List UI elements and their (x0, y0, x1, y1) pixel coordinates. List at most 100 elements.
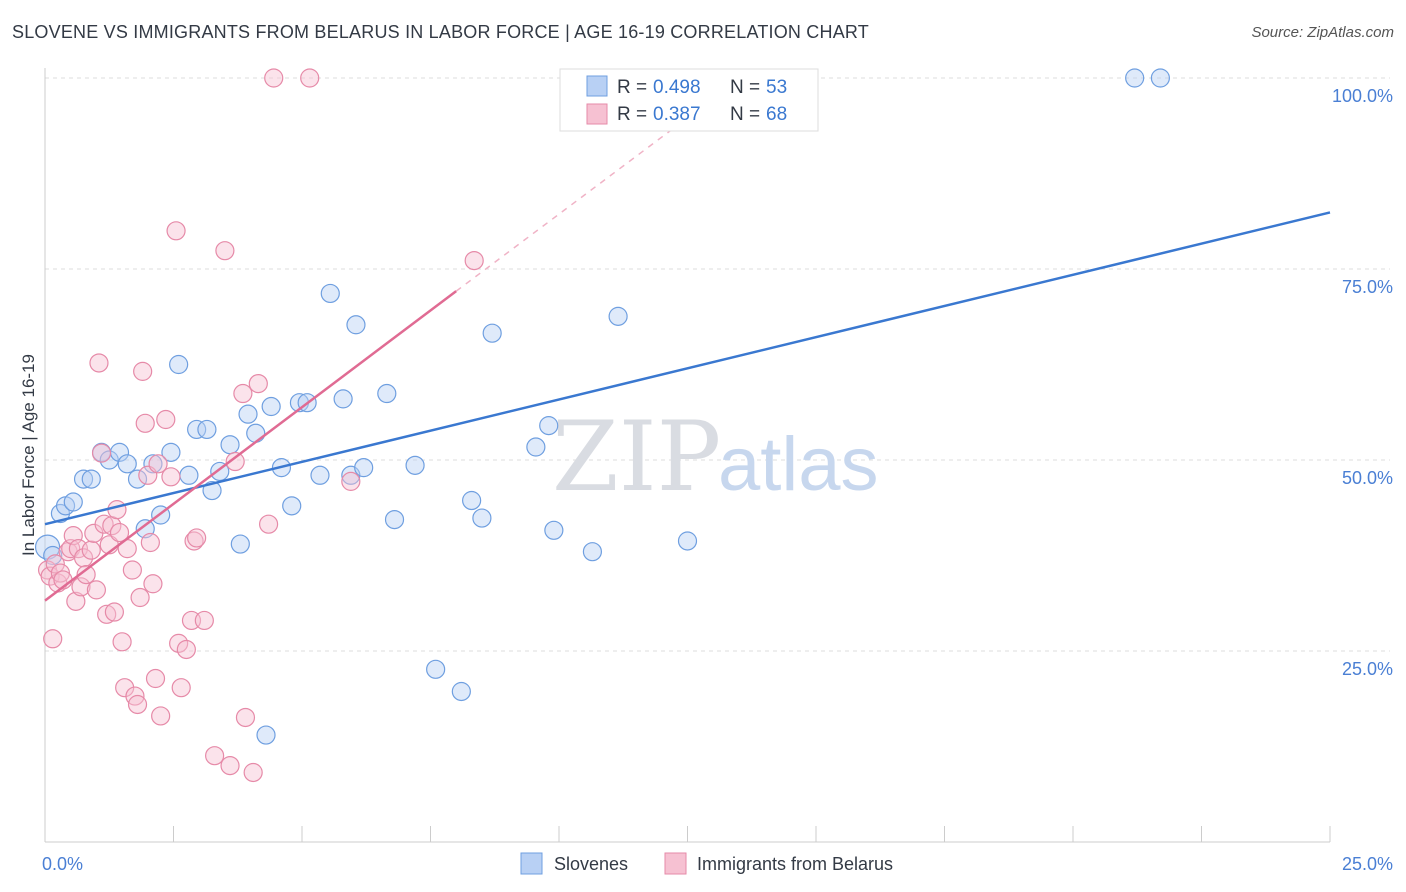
bottom-legend-label-slovenes: Slovenes (554, 854, 628, 874)
point-slovenes-34 (333, 389, 353, 409)
point-slovenes-47 (539, 416, 559, 436)
watermark-zip: ZIP (552, 401, 721, 513)
point-belarus-19 (91, 443, 112, 463)
point-slovenes-15 (161, 442, 181, 462)
point-belarus-34 (133, 361, 153, 381)
point-belarus-3 (45, 554, 65, 574)
point-belarus-27 (112, 632, 132, 652)
point-belarus-43 (161, 467, 181, 487)
point-belarus-40 (148, 454, 168, 474)
point-belarus-61 (264, 68, 284, 88)
point-belarus-59 (248, 374, 268, 394)
point-belarus-30 (122, 560, 142, 580)
y-tick-label-3: 100.0% (1332, 86, 1393, 106)
point-belarus-17 (86, 580, 107, 600)
point-slovenes-39 (384, 509, 405, 530)
point-slovenes-22 (220, 435, 240, 455)
legend-swatch-belarus (586, 103, 608, 125)
series-belarus-points (37, 68, 484, 783)
y-tick-label-2: 75.0% (1342, 277, 1393, 297)
point-slovenes-19 (197, 419, 217, 440)
point-belarus-24 (104, 602, 124, 622)
legend: R = 0.498 N = 53 R = 0.387 N = 68 (559, 68, 819, 132)
tick-labels: 25.0% 50.0% 75.0% 100.0% 0.0% 25.0% (42, 86, 1393, 874)
point-slovenes-25 (246, 423, 266, 443)
point-slovenes-38 (377, 383, 397, 404)
legend-swatch-slovenes (586, 75, 608, 97)
point-slovenes-24 (238, 404, 258, 424)
point-belarus-21 (97, 604, 117, 624)
point-slovenes-4 (63, 492, 83, 512)
legend-n-label-slovenes: N = (730, 77, 760, 98)
point-slovenes-43 (462, 490, 482, 511)
point-slovenes-50 (608, 306, 628, 326)
bottom-legend-swatch-belarus (664, 852, 687, 875)
point-slovenes-6 (81, 469, 101, 489)
point-slovenes-37 (354, 458, 374, 478)
point-belarus-63 (341, 471, 361, 491)
trendline-slovenes (44, 211, 1331, 526)
point-belarus-57 (235, 707, 256, 728)
bottom-legend: Slovenes Immigrants from Belarus (520, 852, 893, 875)
point-slovenes-48 (544, 520, 564, 540)
point-belarus-55 (225, 451, 245, 472)
point-belarus-2 (43, 629, 63, 649)
y-axis-label: In Labor Force | Age 16-19 (19, 354, 38, 556)
trendline-belarus-extension (455, 105, 704, 292)
legend-r-value-belarus: 0.387 (653, 104, 701, 125)
point-belarus-14 (76, 564, 96, 585)
x-tick-label-1: 25.0% (1342, 854, 1393, 874)
legend-r-label-slovenes: R = (617, 77, 647, 98)
legend-n-value-slovenes: 53 (766, 77, 787, 98)
point-slovenes-44 (472, 508, 492, 528)
point-slovenes-8 (99, 450, 119, 470)
point-slovenes-5 (73, 469, 94, 489)
legend-n-value-belarus: 68 (766, 104, 787, 125)
point-belarus-52 (205, 746, 225, 766)
point-belarus-54 (220, 755, 240, 776)
point-belarus-39 (145, 668, 166, 689)
point-slovenes-32 (310, 465, 330, 485)
point-slovenes-33 (320, 283, 340, 304)
point-belarus-37 (140, 532, 160, 553)
point-slovenes-10 (117, 454, 137, 474)
point-slovenes-13 (143, 454, 163, 474)
axes (44, 68, 1331, 843)
point-belarus-38 (143, 574, 163, 594)
point-belarus-62 (300, 68, 320, 88)
bottom-legend-swatch-slovenes (520, 852, 543, 875)
point-slovenes-23 (230, 534, 250, 554)
point-slovenes-52 (1125, 68, 1145, 88)
point-slovenes-49 (582, 542, 603, 562)
legend-n-label-belarus: N = (730, 104, 760, 125)
point-slovenes-16 (169, 354, 189, 375)
y-tick-label-0: 25.0% (1342, 659, 1393, 679)
point-belarus-58 (243, 762, 263, 783)
point-slovenes-27 (261, 396, 281, 417)
trendlines (44, 105, 1331, 602)
watermark: ZIP atlas (552, 401, 879, 513)
watermark-atlas: atlas (718, 422, 879, 507)
point-belarus-50 (187, 528, 207, 548)
point-belarus-32 (127, 694, 148, 715)
point-belarus-18 (89, 353, 109, 373)
point-belarus-33 (130, 587, 150, 608)
series-slovenes-points (34, 68, 1170, 745)
gridlines (45, 77, 1390, 652)
point-belarus-46 (171, 678, 191, 698)
point-slovenes-26 (256, 725, 276, 745)
point-slovenes-29 (282, 496, 302, 516)
point-belarus-20 (94, 514, 114, 534)
bottom-legend-label-belarus: Immigrants from Belarus (697, 854, 893, 874)
point-belarus-35 (135, 413, 155, 433)
point-slovenes-40 (405, 455, 425, 475)
point-slovenes-46 (526, 437, 546, 457)
point-belarus-60 (258, 514, 279, 534)
point-slovenes-42 (451, 681, 471, 702)
point-belarus-53 (215, 241, 235, 261)
point-slovenes-36 (346, 315, 366, 335)
point-slovenes-20 (202, 480, 222, 501)
point-belarus-26 (109, 522, 130, 543)
y-tick-label-1: 50.0% (1342, 468, 1393, 488)
